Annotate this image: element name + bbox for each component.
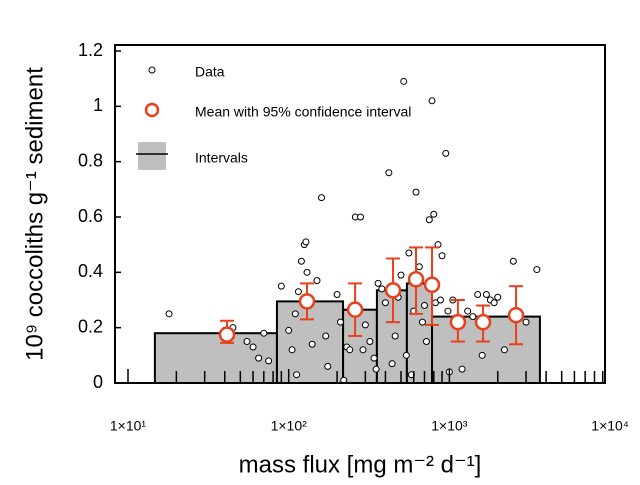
mean-marker (346, 301, 364, 318)
data-point (391, 332, 399, 340)
data-point (378, 285, 386, 293)
data-point (381, 299, 389, 307)
data-point (357, 213, 365, 221)
data-point (308, 340, 316, 348)
y-tick-label: 0.6 (78, 206, 103, 226)
x-tick-label: 1×10⁴ (591, 418, 629, 434)
mean-marker (449, 313, 467, 331)
data-point (291, 310, 299, 318)
data-point (249, 343, 257, 351)
data-point (469, 313, 477, 321)
data-point (336, 318, 344, 326)
data-point (425, 216, 433, 224)
y-tick-label: 1 (93, 95, 103, 115)
data-point (294, 288, 302, 296)
y-tick-label: 0.2 (78, 316, 103, 336)
mean-marker (384, 282, 402, 299)
data-point (500, 346, 508, 354)
y-tick-label: 0.8 (78, 150, 103, 170)
legend-label: Mean with 95% confidence interval (195, 104, 411, 120)
data-point (412, 188, 420, 196)
data-point (297, 257, 305, 265)
x-tick-label: 1×10² (271, 418, 308, 434)
mean-marker (407, 271, 425, 288)
data-point (522, 318, 530, 326)
data-point (385, 169, 393, 177)
y-tick-label: 0.4 (78, 261, 103, 281)
data-point (285, 326, 293, 334)
y-tick-label: 1.2 (78, 40, 103, 60)
data-point (418, 318, 426, 326)
legend-label: Data (195, 64, 225, 80)
data-point (436, 296, 444, 304)
plot-frame (114, 44, 606, 384)
data-point (400, 77, 408, 85)
data-point (277, 282, 285, 290)
data-point (317, 194, 325, 202)
data-point (265, 357, 273, 365)
data-point (288, 346, 296, 354)
data-point (438, 252, 446, 260)
data-point (482, 290, 490, 298)
mean-marker (423, 276, 441, 294)
mean-marker (218, 326, 236, 343)
data-point (313, 277, 321, 285)
data-point (366, 338, 374, 345)
data-point (405, 249, 413, 257)
x-tick-label: 1×10¹ (110, 418, 147, 434)
data-point (420, 302, 428, 310)
data-point (165, 310, 173, 318)
data-point (293, 371, 301, 379)
x-tick-label: 1×10³ (431, 418, 468, 434)
data-point (442, 149, 450, 157)
data-point (422, 338, 430, 345)
interval-bar (405, 282, 434, 384)
data-point (374, 279, 382, 287)
data-point (243, 338, 251, 345)
legend-marker (144, 102, 160, 118)
mean-marker (474, 313, 492, 331)
legend-marker (138, 142, 166, 170)
data-point (322, 332, 330, 340)
data-point (444, 307, 452, 315)
mean-marker (507, 306, 525, 324)
data-point (509, 257, 517, 265)
legend-marker (148, 66, 156, 74)
data-point (359, 346, 367, 354)
data-point (302, 238, 310, 246)
data-point (474, 290, 482, 298)
data-point (388, 360, 396, 368)
mean-marker (298, 293, 316, 310)
data-point (324, 362, 332, 370)
data-point (533, 266, 541, 274)
data-point (458, 365, 466, 373)
data-point (494, 293, 502, 301)
data-point (303, 268, 311, 276)
data-point (415, 263, 423, 271)
data-point (255, 354, 263, 362)
data-point (260, 329, 268, 337)
data-point (464, 307, 472, 315)
data-point (346, 346, 354, 354)
data-point (361, 321, 369, 329)
data-point (333, 290, 341, 298)
data-point (372, 365, 380, 373)
data-point (402, 351, 410, 359)
data-point (490, 299, 498, 307)
data-point (428, 97, 436, 105)
legend-label: Intervals (195, 150, 248, 166)
y-axis-label: 10⁹ coccoliths g⁻¹ sediment (21, 67, 48, 361)
y-tick-label: 0 (93, 372, 103, 392)
data-point (397, 271, 405, 279)
data-point (370, 354, 378, 362)
data-point (430, 210, 438, 218)
data-point (478, 351, 486, 359)
x-axis-label: mass flux [mg m⁻² d⁻¹] (239, 451, 482, 478)
